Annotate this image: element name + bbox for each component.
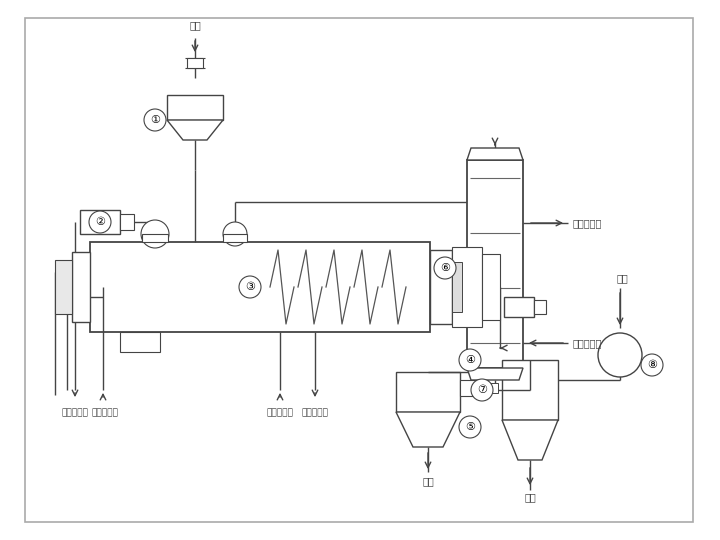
Bar: [460, 380, 488, 396]
Bar: [120, 214, 134, 230]
Polygon shape: [167, 95, 223, 120]
Text: ⑧: ⑧: [647, 360, 657, 370]
Polygon shape: [467, 148, 523, 160]
Text: 冷卻介質進: 冷卻介質進: [573, 338, 603, 348]
Text: 放空: 放空: [616, 273, 628, 283]
Circle shape: [598, 333, 642, 377]
Circle shape: [223, 222, 247, 246]
Bar: [187, 58, 203, 68]
Circle shape: [89, 211, 111, 233]
Text: 溶劑: 溶劑: [524, 492, 536, 502]
Text: 出料: 出料: [422, 476, 434, 486]
Bar: [452, 262, 462, 312]
Text: 給料: 給料: [189, 20, 201, 30]
Text: ①: ①: [150, 115, 160, 125]
Text: ②: ②: [95, 217, 105, 227]
Text: ③: ③: [245, 282, 255, 292]
Bar: [223, 234, 247, 242]
Text: 加熱介質進: 加熱介質進: [266, 408, 294, 417]
Bar: [55, 260, 72, 314]
Bar: [80, 210, 120, 234]
Polygon shape: [467, 368, 523, 380]
Circle shape: [459, 349, 481, 371]
Bar: [396, 372, 460, 412]
Bar: [482, 254, 500, 320]
Text: ⑥: ⑥: [440, 263, 450, 273]
Text: ⑦: ⑦: [477, 385, 487, 395]
Bar: [452, 247, 482, 327]
Bar: [142, 234, 168, 242]
Circle shape: [434, 257, 456, 279]
Text: ⑤: ⑤: [465, 422, 475, 432]
Circle shape: [471, 379, 493, 401]
Bar: [534, 300, 546, 314]
Bar: [90, 242, 430, 332]
Text: 加熱介質進: 加熱介質進: [91, 408, 118, 417]
Bar: [502, 360, 558, 420]
Circle shape: [144, 109, 166, 131]
Polygon shape: [502, 420, 558, 460]
Polygon shape: [167, 120, 223, 140]
Bar: [467, 160, 523, 368]
Bar: [504, 297, 534, 317]
Bar: [72, 252, 90, 322]
Text: 冷卻介質回: 冷卻介質回: [573, 218, 603, 228]
Circle shape: [239, 276, 261, 298]
Circle shape: [459, 416, 481, 438]
Text: 加熱介質出: 加熱介質出: [302, 408, 328, 417]
Bar: [488, 383, 498, 393]
Text: ④: ④: [465, 355, 475, 365]
Bar: [430, 250, 452, 324]
Circle shape: [141, 220, 169, 248]
Bar: [120, 332, 160, 352]
Polygon shape: [396, 412, 460, 447]
Text: 加熱介質出: 加熱介質出: [62, 408, 89, 417]
Circle shape: [641, 354, 663, 376]
